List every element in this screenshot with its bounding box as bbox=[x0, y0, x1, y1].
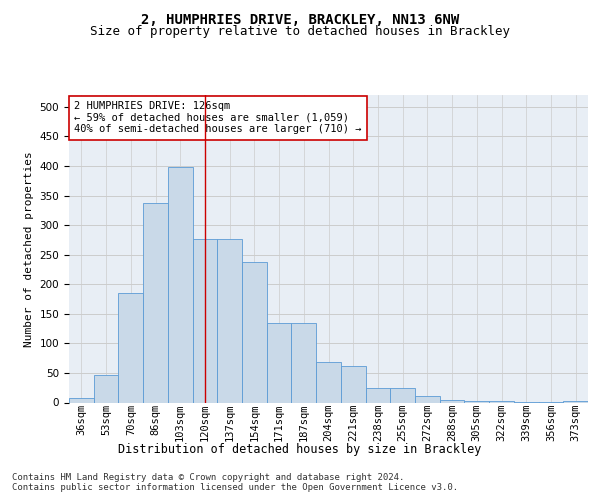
Bar bbox=[118, 293, 143, 403]
Bar bbox=[365, 388, 390, 402]
Bar bbox=[292, 322, 316, 402]
Bar bbox=[316, 362, 341, 403]
Bar bbox=[69, 398, 94, 402]
Bar bbox=[217, 240, 242, 402]
Bar bbox=[193, 240, 217, 402]
Text: 2 HUMPHRIES DRIVE: 126sqm
← 59% of detached houses are smaller (1,059)
40% of se: 2 HUMPHRIES DRIVE: 126sqm ← 59% of detac… bbox=[74, 101, 362, 134]
Text: 2, HUMPHRIES DRIVE, BRACKLEY, NN13 6NW: 2, HUMPHRIES DRIVE, BRACKLEY, NN13 6NW bbox=[141, 12, 459, 26]
Bar bbox=[440, 400, 464, 402]
Bar bbox=[168, 167, 193, 402]
Bar bbox=[390, 388, 415, 402]
Bar bbox=[563, 400, 588, 402]
Bar bbox=[415, 396, 440, 402]
Bar bbox=[242, 262, 267, 402]
Text: Size of property relative to detached houses in Brackley: Size of property relative to detached ho… bbox=[90, 25, 510, 38]
Text: Contains HM Land Registry data © Crown copyright and database right 2024.
Contai: Contains HM Land Registry data © Crown c… bbox=[12, 472, 458, 492]
Bar bbox=[94, 376, 118, 402]
Bar bbox=[143, 202, 168, 402]
Y-axis label: Number of detached properties: Number of detached properties bbox=[24, 151, 34, 346]
Bar bbox=[341, 366, 365, 403]
Bar bbox=[267, 322, 292, 402]
Text: Distribution of detached houses by size in Brackley: Distribution of detached houses by size … bbox=[118, 442, 482, 456]
Bar bbox=[464, 400, 489, 402]
